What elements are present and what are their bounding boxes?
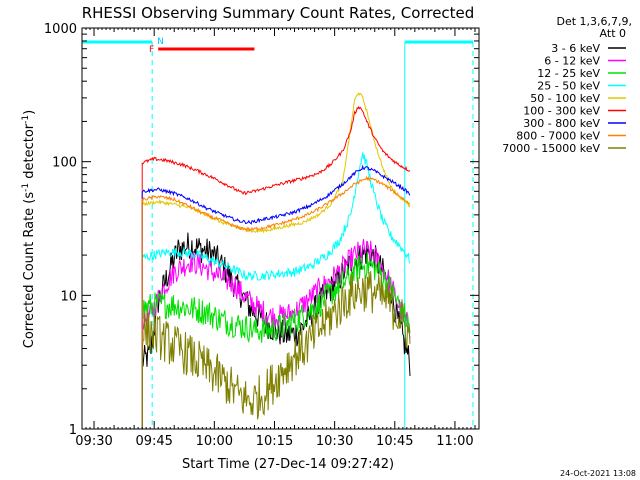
legend-label-5: 50 - 100 keV (530, 92, 600, 105)
series-line-7 (141, 164, 411, 429)
series-layer (141, 91, 411, 429)
legend-label-2: 6 - 12 keV (544, 55, 600, 68)
legend-header-attenuator: Att 0 (600, 27, 626, 40)
series-line-5 (141, 91, 411, 429)
y-tick-label: 100 (52, 156, 77, 171)
x-tick-label: 10:15 (256, 434, 293, 449)
x-tick-label: 09:30 (75, 434, 112, 449)
legend-label-1: 3 - 6 keV (551, 42, 600, 55)
legend-label-9: 7000 - 15000 keV (502, 142, 600, 155)
y-tick-label: 10 (60, 289, 77, 304)
y-axis-label: Corrected Count Rate (s-1 detector-1) (21, 110, 37, 348)
night-interval-layer: FN (82, 37, 474, 429)
x-axis-label: Start Time (27-Dec-14 09:27:42) (182, 457, 394, 472)
generation-timestamp: 24-Oct-2021 13:08 (560, 469, 636, 478)
series-line-1 (141, 232, 411, 429)
series-line-4 (141, 152, 411, 429)
night-flag-label: N (157, 37, 164, 47)
series-line-8 (141, 175, 411, 429)
legend-label-8: 800 - 7000 keV (516, 130, 600, 143)
legend-header-detectors: Det 1,3,6,7,9, (556, 15, 632, 28)
axis-ticks: 09:30 09:45 10:00 10:15 10:30 10:45 11:00 1 10 10… (44, 22, 480, 449)
plot-frame (81, 27, 480, 430)
x-tick-label: 10:00 (196, 434, 233, 449)
series-line-6 (141, 105, 411, 429)
flare-flag-label: F (149, 45, 154, 55)
y-tick-label: 1000 (44, 22, 77, 37)
x-tick-label: 10:30 (316, 434, 353, 449)
legend-label-3: 12 - 25 keV (537, 67, 600, 80)
legend-label-6: 100 - 300 keV (523, 105, 600, 118)
x-tick-label: 09:45 (135, 434, 172, 449)
series-line-2 (141, 238, 411, 429)
legend-label-7: 300 - 800 keV (523, 117, 600, 130)
x-tick-label: 10:45 (376, 434, 413, 449)
series-line-9 (141, 271, 411, 429)
y-tick-label: 1 (69, 423, 77, 438)
legend-label-4: 25 - 50 keV (537, 80, 600, 93)
chart-title: RHESSI Observing Summary Count Rates, Co… (82, 4, 475, 22)
x-tick-label: 11:00 (436, 434, 473, 449)
